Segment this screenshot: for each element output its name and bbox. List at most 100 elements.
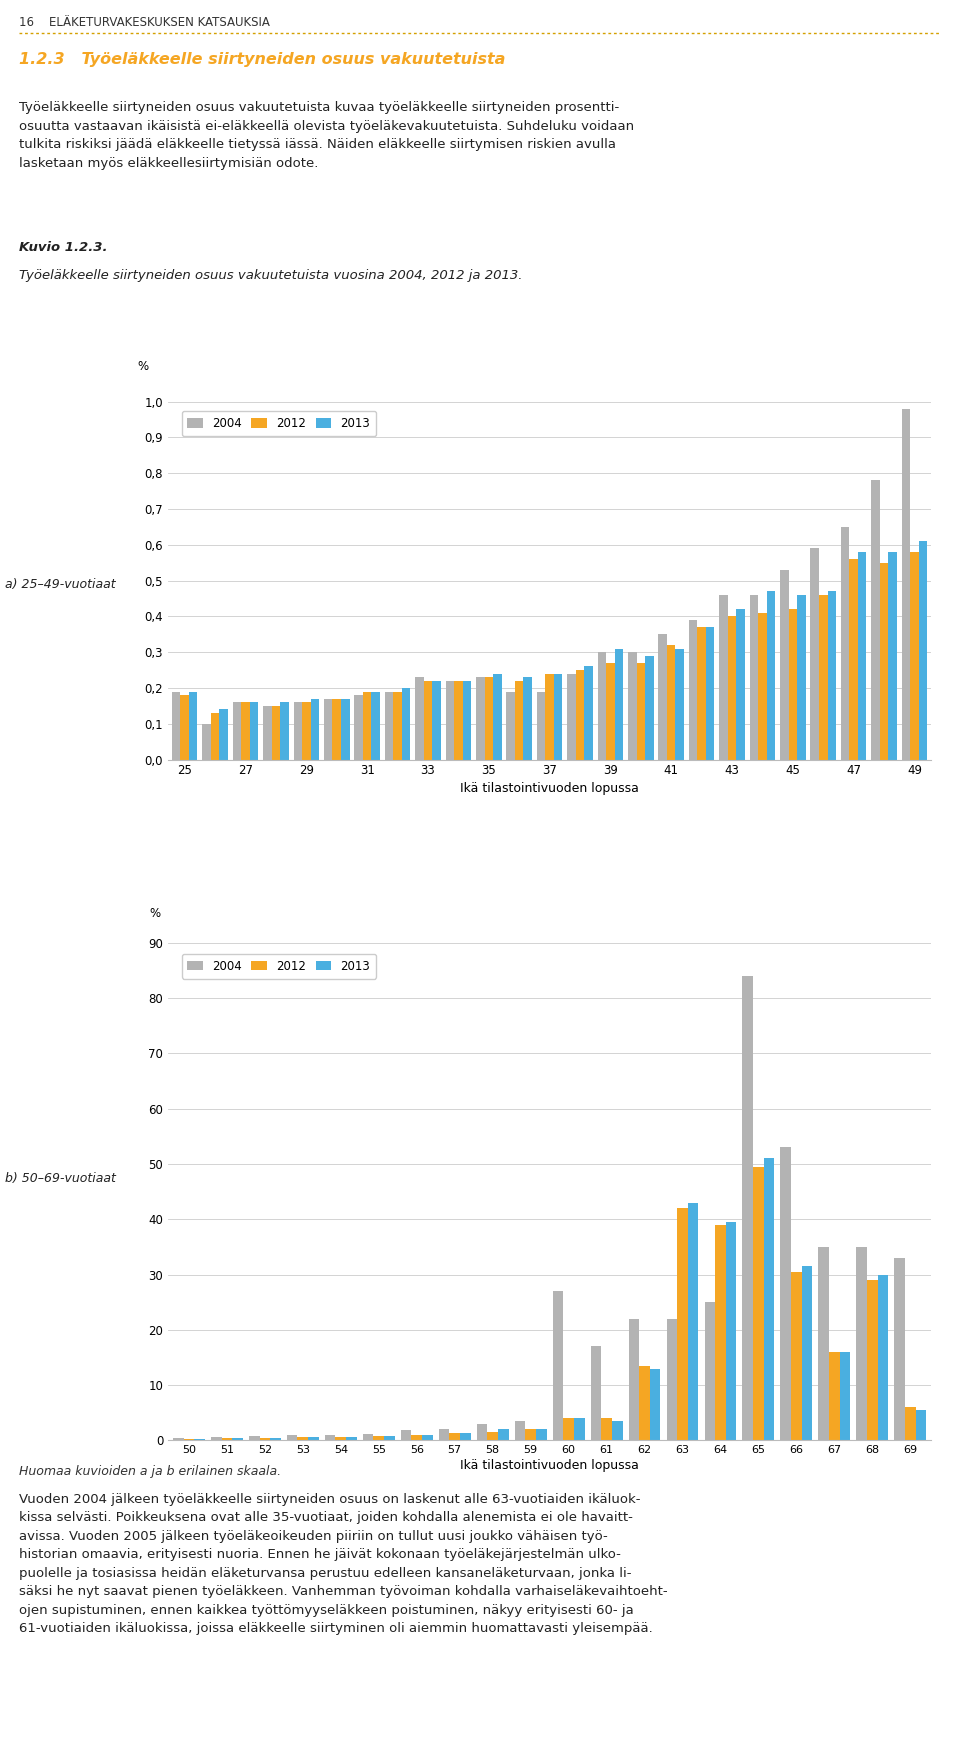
Bar <box>706 627 714 760</box>
Bar <box>629 1318 639 1440</box>
Bar <box>463 681 471 760</box>
Bar <box>335 1437 346 1440</box>
Bar <box>639 1365 650 1440</box>
Bar <box>173 1437 183 1440</box>
Bar <box>400 1430 412 1440</box>
Text: Työeläkkeelle siirtyneiden osuus vakuutetuista kuvaa työeläkkeelle siirtyneiden : Työeläkkeelle siirtyneiden osuus vakuute… <box>19 101 635 169</box>
Bar <box>856 1247 867 1440</box>
Bar <box>460 1433 470 1440</box>
Bar <box>402 688 410 760</box>
Bar <box>715 1226 726 1440</box>
Bar <box>819 1247 829 1440</box>
Bar <box>841 527 850 760</box>
Bar <box>515 1421 525 1440</box>
Bar <box>553 1292 564 1440</box>
Bar <box>384 1435 395 1440</box>
Bar <box>554 674 563 760</box>
Bar <box>574 1418 585 1440</box>
Bar <box>758 613 767 760</box>
Bar <box>432 681 441 760</box>
Bar <box>659 634 667 760</box>
Bar <box>536 1430 546 1440</box>
Bar <box>485 677 493 760</box>
Bar <box>525 1430 536 1440</box>
Bar <box>666 1318 677 1440</box>
Bar <box>667 644 676 760</box>
Bar <box>311 698 319 760</box>
Bar <box>272 705 280 760</box>
Bar <box>332 698 341 760</box>
Bar <box>895 1257 905 1440</box>
Bar <box>523 677 532 760</box>
Bar <box>308 1437 319 1440</box>
Bar <box>650 1369 660 1440</box>
Bar <box>802 1266 812 1440</box>
Bar <box>677 1208 687 1440</box>
Text: Kuvio 1.2.3.: Kuvio 1.2.3. <box>19 241 108 253</box>
Bar <box>232 1439 243 1440</box>
Bar <box>901 409 910 760</box>
Bar <box>287 1435 298 1440</box>
Bar <box>493 674 501 760</box>
Bar <box>250 702 258 760</box>
Bar <box>476 677 485 760</box>
Bar <box>606 663 614 760</box>
Bar <box>780 1147 791 1440</box>
Bar <box>916 1411 926 1440</box>
Text: %: % <box>137 360 149 374</box>
Text: 1.2.3   Työeläkkeelle siirtyneiden osuus vakuutetuista: 1.2.3 Työeläkkeelle siirtyneiden osuus v… <box>19 52 506 68</box>
Legend: 2004, 2012, 2013: 2004, 2012, 2013 <box>181 953 376 978</box>
Bar <box>728 616 736 760</box>
Bar <box>628 653 636 760</box>
Bar <box>545 674 554 760</box>
Bar <box>298 1437 308 1440</box>
Bar <box>354 695 363 760</box>
Bar <box>363 1435 373 1440</box>
Bar <box>736 609 745 760</box>
Bar <box>877 1275 888 1440</box>
Bar <box>598 653 606 760</box>
Bar <box>241 702 250 760</box>
Bar <box>454 681 463 760</box>
Bar <box>797 595 805 760</box>
X-axis label: Ikä tilastointivuoden lopussa: Ikä tilastointivuoden lopussa <box>460 782 639 794</box>
Bar <box>488 1432 498 1440</box>
Text: Työeläkkeelle siirtyneiden osuus vakuutetuista vuosina 2004, 2012 ja 2013.: Työeläkkeelle siirtyneiden osuus vakuute… <box>19 269 522 281</box>
Text: Huomaa kuvioiden a ja b erilainen skaala.: Huomaa kuvioiden a ja b erilainen skaala… <box>19 1465 281 1477</box>
Bar <box>828 592 836 760</box>
Bar <box>232 702 241 760</box>
Bar <box>788 609 797 760</box>
Bar <box>564 1418 574 1440</box>
Bar <box>687 1203 699 1440</box>
Text: Vuoden 2004 jälkeen työeläkkeelle siirtyneiden osuus on laskenut alle 63-vuotiai: Vuoden 2004 jälkeen työeläkkeelle siirty… <box>19 1493 668 1636</box>
Bar <box>172 691 180 760</box>
Bar <box>347 1437 357 1440</box>
Bar <box>222 1439 232 1440</box>
Bar <box>676 648 684 760</box>
Bar <box>373 1435 384 1440</box>
Bar <box>719 595 728 760</box>
Bar <box>294 702 302 760</box>
Bar <box>697 627 706 760</box>
Bar <box>507 691 515 760</box>
Bar <box>270 1437 280 1440</box>
Bar <box>636 663 645 760</box>
Bar <box>302 702 311 760</box>
Bar <box>439 1430 449 1440</box>
Bar <box>791 1271 802 1440</box>
Text: a) 25–49-vuotiaat: a) 25–49-vuotiaat <box>5 578 115 592</box>
Text: b) 50–69-vuotiaat: b) 50–69-vuotiaat <box>5 1172 115 1186</box>
Bar <box>879 562 888 760</box>
Bar <box>867 1280 877 1440</box>
Bar <box>477 1425 488 1440</box>
Bar <box>211 1437 222 1440</box>
Bar <box>324 698 332 760</box>
Bar <box>858 552 867 760</box>
Bar <box>840 1351 851 1440</box>
X-axis label: Ikä tilastointivuoden lopussa: Ikä tilastointivuoden lopussa <box>460 1460 639 1472</box>
Bar <box>829 1351 840 1440</box>
Bar <box>416 677 423 760</box>
Bar <box>363 691 372 760</box>
Bar <box>180 695 189 760</box>
Bar <box>590 1346 601 1440</box>
